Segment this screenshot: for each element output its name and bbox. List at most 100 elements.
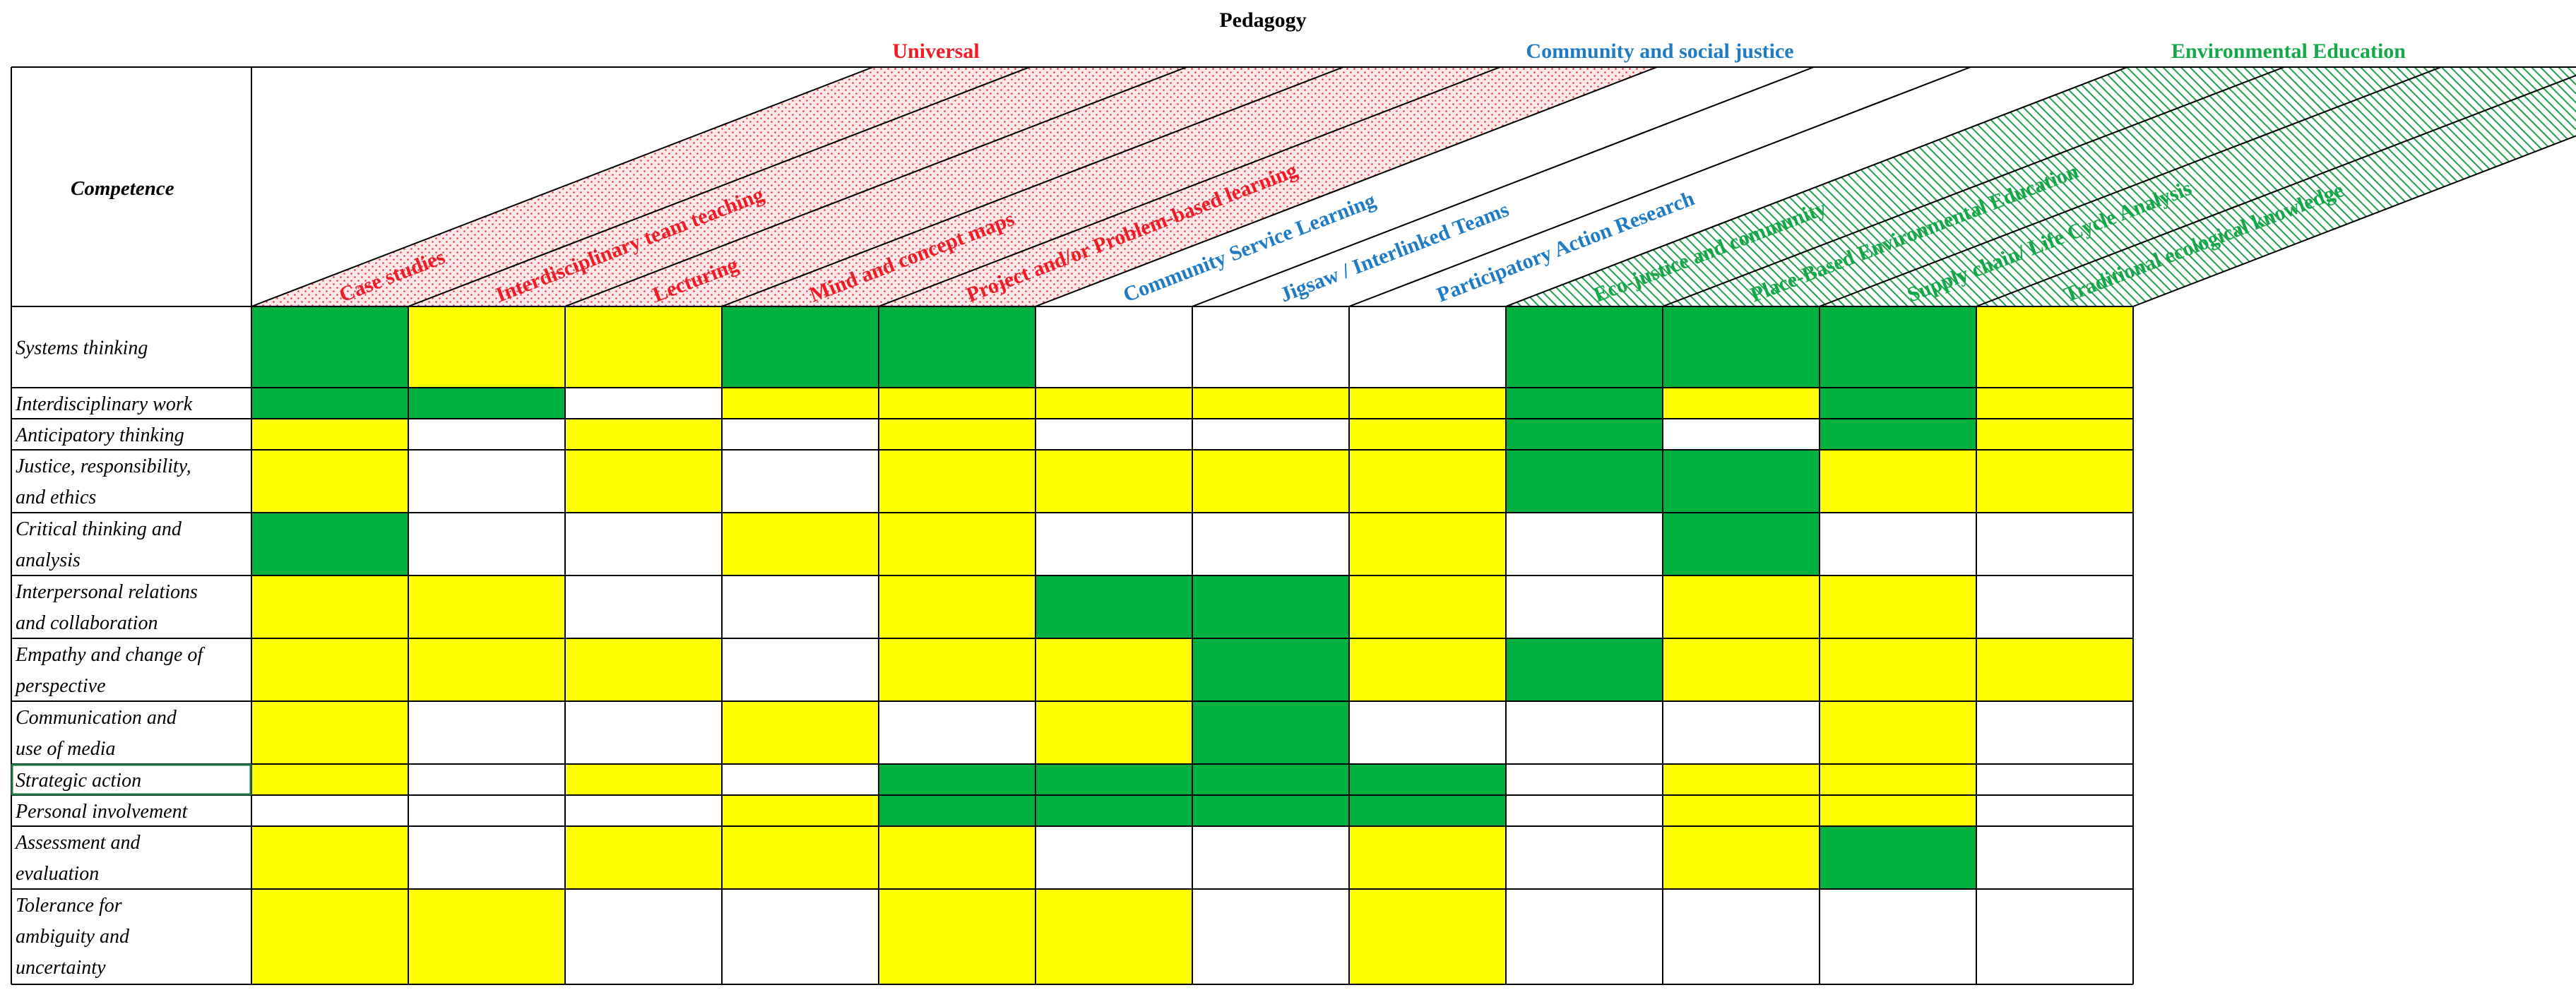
row-label-12-line-1: Tolerance for bbox=[16, 895, 122, 917]
cell-r5-c6 bbox=[1035, 513, 1192, 575]
cell-r8-c1 bbox=[251, 701, 408, 764]
cell-r12-c3 bbox=[565, 889, 722, 984]
row-label-7-line-1: Empathy and change of bbox=[15, 644, 205, 666]
cell-r1-c9 bbox=[1506, 306, 1663, 388]
cell-r11-c11 bbox=[1820, 826, 1976, 889]
cell-r4-c4 bbox=[722, 450, 879, 513]
cell-r3-c10 bbox=[1663, 419, 1820, 450]
cell-r7-c3 bbox=[565, 638, 722, 701]
group-label-community: Community and social justice bbox=[1526, 40, 1793, 63]
cell-r10-c11 bbox=[1820, 795, 1976, 826]
cell-r5-c3 bbox=[565, 513, 722, 575]
row-label-5-line-2: analysis bbox=[16, 549, 81, 571]
cell-r4-c10 bbox=[1663, 450, 1820, 513]
grid-lines bbox=[11, 306, 2134, 985]
row-label-12-line-3: uncertainty bbox=[16, 957, 106, 979]
cell-r7-c10 bbox=[1663, 638, 1820, 701]
row-label-12-line-2: ambiguity and bbox=[16, 926, 130, 948]
cell-r6-c12 bbox=[1976, 575, 2133, 638]
cell-r9-c1 bbox=[251, 764, 408, 795]
cell-r7-c9 bbox=[1506, 638, 1663, 701]
cell-r6-c2 bbox=[408, 575, 565, 638]
cell-r11-c1 bbox=[251, 826, 408, 889]
cell-r12-c1 bbox=[251, 889, 408, 984]
cell-r7-c6 bbox=[1035, 638, 1192, 701]
cell-r8-c7 bbox=[1192, 701, 1349, 764]
row-label-6-line-2: and collaboration bbox=[16, 612, 158, 634]
group-label-universal: Universal bbox=[892, 40, 979, 63]
row-label-5-line-1: Critical thinking and bbox=[16, 518, 182, 540]
row-label-11-line-1: Assessment and bbox=[14, 832, 141, 854]
row-label-9: Strategic action bbox=[16, 770, 141, 792]
cell-r10-c2 bbox=[408, 795, 565, 826]
cell-r9-c7 bbox=[1192, 764, 1349, 795]
cell-r2-c4 bbox=[722, 388, 879, 419]
cell-r9-c3 bbox=[565, 764, 722, 795]
group-label-environmental: Environmental Education bbox=[2171, 40, 2406, 63]
cell-r9-c10 bbox=[1663, 764, 1820, 795]
cell-r9-c2 bbox=[408, 764, 565, 795]
cell-r3-c12 bbox=[1976, 419, 2133, 450]
cell-r9-c11 bbox=[1820, 764, 1976, 795]
cell-r1-c8 bbox=[1349, 306, 1506, 388]
cell-r6-c3 bbox=[565, 575, 722, 638]
cell-r11-c3 bbox=[565, 826, 722, 889]
cell-r8-c11 bbox=[1820, 701, 1976, 764]
cell-r6-c5 bbox=[879, 575, 1035, 638]
cell-r4-c7 bbox=[1192, 450, 1349, 513]
row-label-10: Personal involvement bbox=[15, 801, 189, 823]
cell-r2-c2 bbox=[408, 388, 565, 419]
cell-r5-c1 bbox=[251, 513, 408, 575]
cell-r11-c2 bbox=[408, 826, 565, 889]
cell-r6-c10 bbox=[1663, 575, 1820, 638]
cell-r2-c6 bbox=[1035, 388, 1192, 419]
cell-r4-c11 bbox=[1820, 450, 1976, 513]
cell-r2-c10 bbox=[1663, 388, 1820, 419]
cell-r3-c1 bbox=[251, 419, 408, 450]
cell-r3-c8 bbox=[1349, 419, 1506, 450]
cell-r12-c11 bbox=[1820, 889, 1976, 984]
cell-r3-c3 bbox=[565, 419, 722, 450]
cell-r4-c6 bbox=[1035, 450, 1192, 513]
cell-r9-c6 bbox=[1035, 764, 1192, 795]
cell-r10-c10 bbox=[1663, 795, 1820, 826]
cell-r5-c7 bbox=[1192, 513, 1349, 575]
cell-r2-c8 bbox=[1349, 388, 1506, 419]
cell-r7-c5 bbox=[879, 638, 1035, 701]
cell-r7-c4 bbox=[722, 638, 879, 701]
cell-r9-c4 bbox=[722, 764, 879, 795]
cell-r10-c8 bbox=[1349, 795, 1506, 826]
cell-r10-c3 bbox=[565, 795, 722, 826]
cell-r5-c10 bbox=[1663, 513, 1820, 575]
cell-r7-c1 bbox=[251, 638, 408, 701]
cell-r1-c1 bbox=[251, 306, 408, 388]
cell-r7-c11 bbox=[1820, 638, 1976, 701]
cell-r1-c6 bbox=[1035, 306, 1192, 388]
row-label-8-line-1: Communication and bbox=[16, 707, 177, 729]
cell-r11-c5 bbox=[879, 826, 1035, 889]
cell-r8-c9 bbox=[1506, 701, 1663, 764]
cell-r11-c6 bbox=[1035, 826, 1192, 889]
cell-r8-c10 bbox=[1663, 701, 1820, 764]
cell-r12-c10 bbox=[1663, 889, 1820, 984]
cell-r6-c11 bbox=[1820, 575, 1976, 638]
cell-r11-c12 bbox=[1976, 826, 2133, 889]
cell-r2-c12 bbox=[1976, 388, 2133, 419]
cell-r5-c12 bbox=[1976, 513, 2133, 575]
cell-r2-c9 bbox=[1506, 388, 1663, 419]
cell-r4-c12 bbox=[1976, 450, 2133, 513]
cell-r10-c9 bbox=[1506, 795, 1663, 826]
cell-r3-c11 bbox=[1820, 419, 1976, 450]
row-header-label: Competence bbox=[71, 177, 174, 200]
selected-cell-outline bbox=[11, 763, 252, 796]
cell-r2-c7 bbox=[1192, 388, 1349, 419]
row-label-4-line-2: and ethics bbox=[16, 487, 96, 508]
cell-r4-c3 bbox=[565, 450, 722, 513]
cell-r7-c7 bbox=[1192, 638, 1349, 701]
cell-r4-c1 bbox=[251, 450, 408, 513]
cell-r10-c12 bbox=[1976, 795, 2133, 826]
cell-r12-c7 bbox=[1192, 889, 1349, 984]
cell-r10-c6 bbox=[1035, 795, 1192, 826]
cell-r1-c11 bbox=[1820, 306, 1976, 388]
